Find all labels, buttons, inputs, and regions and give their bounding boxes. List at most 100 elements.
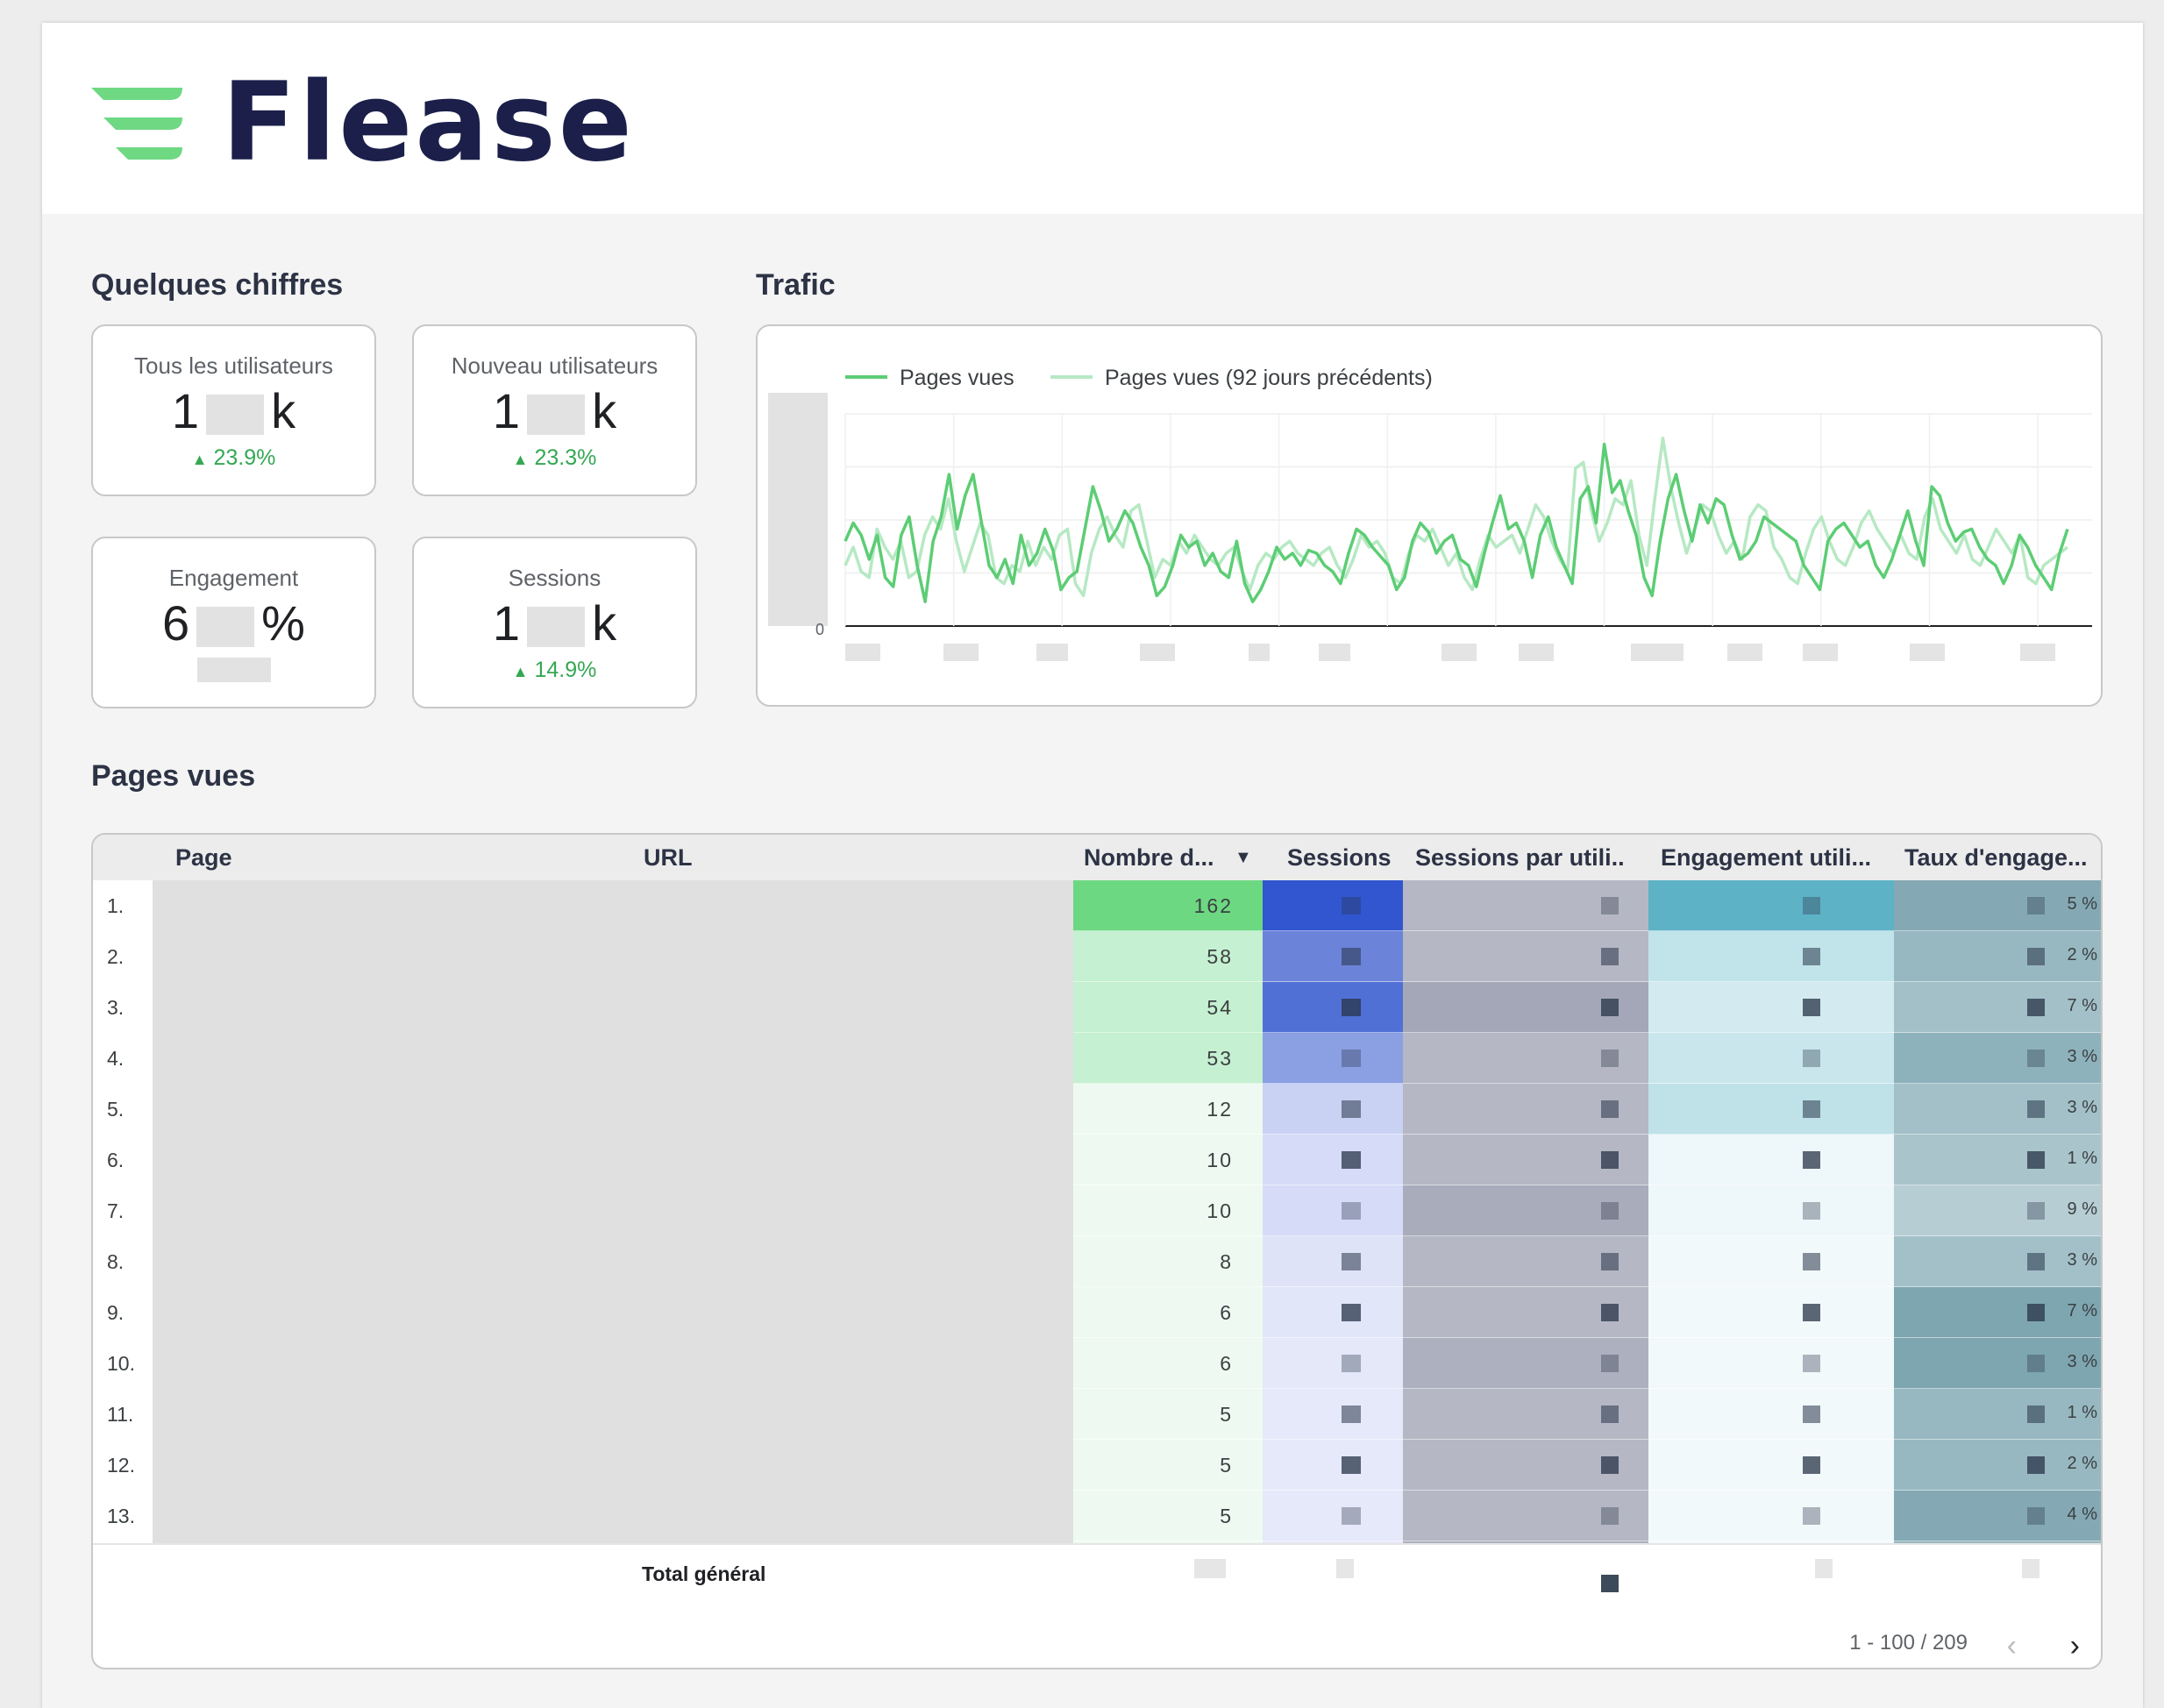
row-engagement-rate-suffix: 9 % [2067, 1199, 2097, 1219]
heatmap-cell-engagement-rate [1894, 1084, 2101, 1135]
sort-descending-icon[interactable]: ▼ [1235, 848, 1252, 867]
value-mask [1803, 1355, 1820, 1372]
heatmap-cell-engagement-rate [1894, 1338, 2101, 1389]
table-row[interactable]: 2. 58 2 % [93, 931, 2101, 982]
value-mask [1601, 1456, 1619, 1474]
value-mask [1342, 1355, 1361, 1372]
kpi-value: 6% [162, 595, 305, 651]
heatmap-cell-engagement-user [1648, 982, 1894, 1033]
heatmap-cell-engagement-user [1648, 1389, 1894, 1440]
value-mask [1803, 948, 1820, 965]
x-axis-label-mask [845, 644, 880, 661]
row-index: 2. [107, 945, 125, 968]
heatmap-cell-sessions [1263, 880, 1403, 931]
kpis-section-title: Quelques chiffres [91, 268, 344, 302]
row-views-value: 5 [1220, 1454, 1233, 1477]
report-page: Flease Quelques chiffres Trafic Pages vu… [42, 23, 2143, 1708]
x-axis-label-mask [1631, 644, 1684, 661]
row-engagement-rate-suffix: 7 % [2067, 1301, 2097, 1320]
column-header-sessions-per-user[interactable]: Sessions par utili... [1415, 844, 1626, 871]
row-views-value: 6 [1220, 1352, 1233, 1375]
value-mask [2027, 1151, 2045, 1169]
row-index: 5. [107, 1098, 125, 1121]
table-row[interactable]: 14.53 % [93, 1541, 2101, 1543]
value-mask [1342, 1050, 1361, 1067]
heatmap-cell-engagement-user [1648, 880, 1894, 931]
row-views-value: 53 [1207, 1047, 1233, 1070]
table-row[interactable]: 1. 162 5 % [93, 880, 2101, 931]
column-header-engagement-rate[interactable]: Taux d'engage... [1904, 844, 2088, 871]
table-row[interactable]: 5. 12 3 % [93, 1084, 2101, 1135]
heatmap-cell-views [1073, 1084, 1263, 1135]
column-header-engagement-user[interactable]: Engagement utili... [1661, 844, 1871, 871]
table-section-title: Pages vues [91, 759, 256, 793]
value-mask [1342, 1507, 1361, 1525]
chevron-left-icon[interactable]: ‹ [2006, 1629, 2017, 1662]
x-axis-label-mask [1803, 644, 1838, 661]
table-row[interactable]: 6. 10 1 % [93, 1135, 2101, 1185]
column-header-page[interactable]: Page [175, 844, 232, 871]
heatmap-cell-engagement-rate [1894, 1135, 2101, 1185]
total-row-label: Total général [642, 1562, 766, 1585]
row-views-value: 5 [1220, 1403, 1233, 1426]
kpi-label: Sessions [508, 565, 602, 591]
heatmap-cell-engagement-rate [1894, 1389, 2101, 1440]
kpi-delta: ▲ 14.9% [512, 658, 597, 682]
table-row[interactable]: 9. 6 7 % [93, 1287, 2101, 1338]
table-row[interactable]: 4. 53 3 % [93, 1033, 2101, 1084]
table-row[interactable]: 8. 8 3 % [93, 1236, 2101, 1287]
row-engagement-rate-suffix: 4 % [2067, 1505, 2097, 1524]
heatmap-cell-sessions-per-user [1403, 1541, 1648, 1543]
table-row[interactable]: 3. 54 7 % [93, 982, 2101, 1033]
table-header [93, 835, 2101, 880]
chevron-right-icon[interactable]: › [2069, 1629, 2080, 1662]
kpi-delta: ▲ 23.9% [191, 445, 276, 470]
heatmap-cell-sessions [1263, 1541, 1403, 1543]
x-axis-label-mask [1727, 644, 1762, 661]
table-row[interactable]: 7. 10 9 % [93, 1185, 2101, 1236]
kpi-label: Nouveau utilisateurs [451, 352, 658, 379]
value-mask [2027, 948, 2045, 965]
traffic-chart-card: Pages vues Pages vues (92 jours précéden… [756, 324, 2103, 707]
value-mask [1601, 1050, 1619, 1067]
x-axis-label-mask [1519, 644, 1554, 661]
row-views-value: 10 [1207, 1199, 1233, 1222]
row-index: 3. [107, 996, 125, 1019]
column-header-views[interactable]: Nombre d... [1084, 844, 1214, 871]
heatmap-cell-engagement-user [1648, 1135, 1894, 1185]
row-index: 13. [107, 1505, 135, 1527]
table-row[interactable]: 12. 5 2 % [93, 1440, 2101, 1491]
traffic-line-chart: Pages vues Pages vues (92 jours précéden… [768, 366, 2092, 661]
value-mask [2027, 1456, 2045, 1474]
row-index: 9. [107, 1301, 125, 1324]
value-mask [1803, 897, 1820, 914]
legend-label-pages-vues-previous: Pages vues (92 jours précédents) [1105, 366, 1433, 390]
kpi-card-engagement[interactable]: Engagement 6% [91, 537, 376, 708]
value-mask [1342, 1456, 1361, 1474]
heatmap-cell-engagement-user [1648, 1491, 1894, 1541]
row-views-value: 5 [1220, 1505, 1233, 1527]
column-header-url[interactable]: URL [644, 844, 693, 871]
table-row[interactable]: 10. 6 3 % [93, 1338, 2101, 1389]
value-mask [2027, 1100, 2045, 1118]
heatmap-cell-views [1073, 1033, 1263, 1084]
table-row[interactable]: 13. 5 4 % [93, 1491, 2101, 1541]
heatmap-cell-engagement-rate [1894, 1033, 2101, 1084]
heatmap-cell-engagement-rate [1894, 1491, 2101, 1541]
legend-label-pages-vues: Pages vues [900, 366, 1014, 390]
heatmap-cell-sessions [1263, 982, 1403, 1033]
heatmap-cell-views [1073, 1389, 1263, 1440]
heatmap-cell-views [1073, 1135, 1263, 1185]
table-row[interactable]: 11. 5 1 % [93, 1389, 2101, 1440]
value-mask [1803, 1202, 1820, 1220]
column-header-sessions[interactable]: Sessions [1287, 844, 1392, 871]
value-mask [1601, 999, 1619, 1016]
value-mask [1601, 1406, 1619, 1423]
value-mask [2027, 1253, 2045, 1270]
row-engagement-rate-suffix: 3 % [2067, 1250, 2097, 1270]
